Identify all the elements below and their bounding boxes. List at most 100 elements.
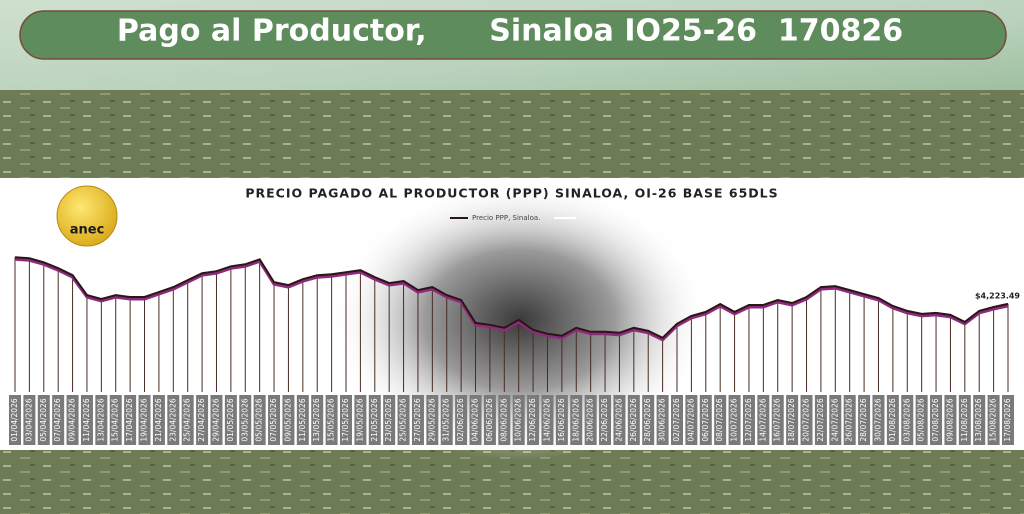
x-label-box (354, 395, 367, 445)
x-label-box (80, 395, 93, 445)
x-label-box (987, 395, 1000, 445)
x-tick-label: 13/04/2026 (96, 398, 105, 441)
x-tick-label: 17/05/2026 (341, 398, 350, 441)
x-label-box (397, 395, 410, 445)
x-label-box (239, 395, 252, 445)
x-tick-label: 22/06/2026 (600, 398, 609, 441)
x-label-box (455, 395, 468, 445)
x-label-box (872, 395, 885, 445)
texture-band (0, 90, 1024, 180)
x-tick-label: 20/06/2026 (586, 398, 595, 441)
x-tick-label: 31/05/2026 (442, 398, 451, 441)
x-label-box (325, 395, 338, 445)
x-label-box (613, 395, 626, 445)
x-label-box (656, 395, 669, 445)
x-tick-label: 16/07/2026 (773, 398, 782, 441)
x-label-box (814, 395, 827, 445)
x-label-box (253, 395, 266, 445)
x-tick-label: 12/07/2026 (744, 398, 753, 441)
x-tick-label: 19/04/2026 (140, 398, 149, 441)
x-tick-label: 02/07/2026 (672, 398, 681, 441)
x-label-box (66, 395, 79, 445)
x-tick-label: 17/08/2026 (1003, 398, 1012, 441)
x-label-box (958, 395, 971, 445)
x-tick-label: 11/08/2026 (960, 398, 969, 441)
x-label-box (296, 395, 309, 445)
x-label-box (786, 395, 799, 445)
logo (56, 185, 118, 247)
x-tick-label: 17/04/2026 (125, 398, 134, 441)
x-tick-label: 03/04/2026 (24, 398, 33, 441)
x-tick-label: 01/04/2026 (10, 398, 19, 441)
x-label-box (642, 395, 655, 445)
x-label-box (512, 395, 525, 445)
x-label-box (671, 395, 683, 445)
x-tick-label: 06/07/2026 (701, 398, 710, 441)
page-title: Pago al Productor, Sinaloa IO25-26 17082… (117, 14, 903, 49)
x-label-box (52, 395, 65, 445)
x-tick-label: 09/04/2026 (68, 398, 77, 441)
x-label-box (742, 395, 755, 445)
x-tick-label: 27/04/2026 (197, 398, 206, 441)
x-label-box (685, 395, 698, 445)
texture-band (0, 450, 1024, 514)
x-label-box (124, 395, 137, 445)
x-tick-label: 05/08/2026 (917, 398, 926, 441)
x-label-box (95, 395, 108, 445)
x-label-box (138, 395, 151, 445)
x-tick-label: 01/05/2026 (226, 398, 235, 441)
x-label-box (584, 395, 597, 445)
x-tick-label: 05/04/2026 (39, 398, 48, 441)
x-label-box (829, 395, 842, 445)
x-tick-label: 04/07/2026 (686, 398, 695, 441)
x-label-box (973, 395, 986, 445)
x-tick-label: 19/05/2026 (355, 398, 364, 441)
x-label-box (426, 395, 439, 445)
x-tick-label: 05/05/2026 (255, 398, 264, 441)
x-tick-label: 01/08/2026 (888, 398, 897, 441)
x-tick-label: 21/04/2026 (154, 398, 163, 441)
x-label-box (627, 395, 640, 445)
x-tick-label: 15/08/2026 (989, 398, 998, 441)
x-label-box (311, 395, 324, 445)
x-label-box (340, 395, 352, 445)
x-label-box (886, 395, 899, 445)
x-tick-label: 07/04/2026 (53, 398, 62, 441)
x-label-box (181, 395, 194, 445)
x-tick-label: 26/07/2026 (845, 398, 854, 441)
line (14, 256, 1009, 340)
x-tick-label: 09/08/2026 (945, 398, 954, 441)
x-label-box (282, 395, 295, 445)
x-label-box (843, 395, 856, 445)
x-label-box (368, 395, 381, 445)
x-label-box (944, 395, 957, 445)
x-label-box (555, 395, 568, 445)
x-label-box (224, 395, 237, 445)
x-tick-label: 29/05/2026 (427, 398, 436, 441)
x-tick-label: 15/05/2026 (327, 398, 336, 441)
x-tick-label: 20/07/2026 (802, 398, 811, 441)
x-tick-label: 18/06/2026 (571, 398, 580, 441)
data-label: $4,223.49 (975, 291, 1020, 300)
x-label-box (930, 395, 943, 445)
x-tick-label: 12/06/2026 (528, 398, 537, 441)
x-tick-label: 18/07/2026 (787, 398, 796, 441)
x-label-box (152, 395, 165, 445)
x-tick-label: 28/07/2026 (859, 398, 868, 441)
x-label-box (915, 395, 928, 445)
x-tick-label: 30/06/2026 (658, 398, 667, 441)
x-label-box (527, 395, 540, 445)
x-tick-label: 16/06/2026 (557, 398, 566, 441)
x-label-box (109, 395, 122, 445)
x-tick-label: 10/06/2026 (514, 398, 523, 441)
x-tick-label: 09/05/2026 (283, 398, 292, 441)
x-tick-label: 29/04/2026 (211, 398, 220, 441)
x-label-box (1002, 395, 1014, 445)
x-tick-label: 25/05/2026 (399, 398, 408, 441)
x-tick-label: 14/07/2026 (758, 398, 767, 441)
x-label-box (699, 395, 712, 445)
title-banner (19, 10, 1007, 60)
x-tick-label: 23/05/2026 (384, 398, 393, 441)
